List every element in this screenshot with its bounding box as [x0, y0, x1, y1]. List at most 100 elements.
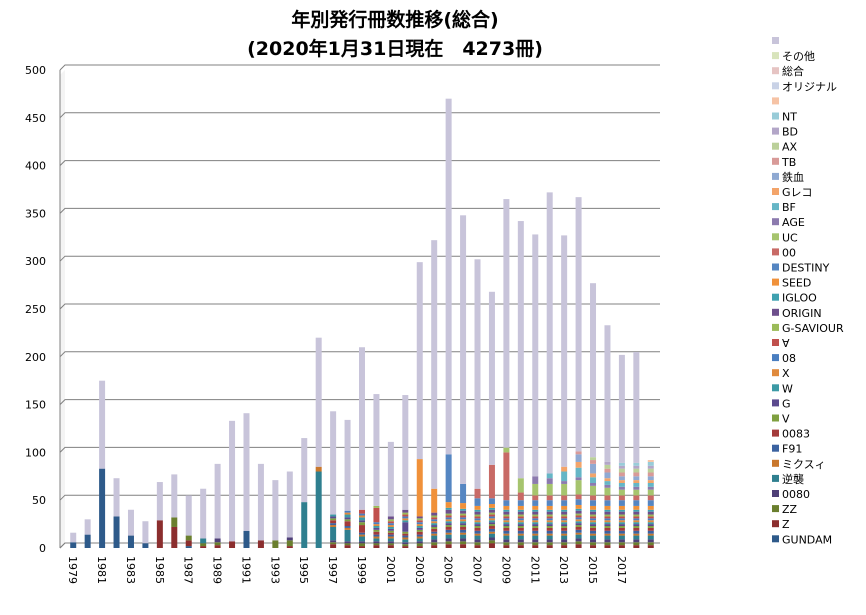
bar-segment	[633, 480, 640, 483]
bar-segment	[488, 528, 495, 532]
bar-segment	[561, 542, 568, 546]
bar-segment	[474, 527, 481, 531]
bar-segment	[647, 486, 654, 490]
bar-segment	[387, 532, 394, 535]
bar-segment	[604, 514, 611, 517]
bar-segment	[575, 526, 582, 530]
bar-segment	[647, 511, 654, 515]
bar-segment	[647, 460, 654, 462]
bar-segment	[517, 535, 524, 540]
legend-swatch	[772, 263, 779, 271]
bar-segment-remainder	[604, 325, 611, 462]
legend-swatch	[772, 97, 779, 105]
x-tick-label: 2017	[615, 556, 628, 584]
bar-segment	[575, 532, 582, 535]
bar-segment-remainder	[532, 234, 539, 477]
bar-segment	[618, 520, 625, 523]
bar-segment	[373, 522, 380, 525]
bar-segment	[387, 516, 394, 520]
bar-segment	[474, 530, 481, 534]
bar-segment	[488, 537, 495, 541]
bar-segment	[575, 513, 582, 516]
legend-label: X	[782, 367, 790, 380]
bar-segment-remainder	[171, 474, 178, 518]
legend-swatch	[772, 474, 779, 482]
bar-segment	[590, 473, 597, 478]
bar-segment	[445, 507, 452, 510]
chart-subtitle: (2020年1月31日現在 4273冊)	[247, 37, 543, 60]
legend-swatch	[772, 172, 779, 180]
bar-segment	[200, 546, 207, 548]
bar-segment	[633, 472, 640, 477]
bar-segment	[402, 535, 409, 538]
bar-segment	[618, 486, 625, 490]
bar-segment	[590, 463, 597, 474]
bar-segment	[546, 516, 553, 519]
bar-segment	[185, 546, 192, 548]
bar-segment	[387, 523, 394, 526]
bar-segment	[402, 539, 409, 543]
bar-segment	[460, 534, 467, 539]
legend-swatch	[772, 203, 779, 211]
bar-segment	[344, 512, 351, 515]
legend-label: G	[782, 397, 791, 410]
bar-segment	[575, 477, 582, 481]
bar-segment	[647, 465, 654, 469]
x-tick-label: 2013	[557, 556, 570, 584]
bar-segment	[647, 518, 654, 521]
y-tick-label: 450	[25, 112, 46, 125]
legend-label: AX	[782, 141, 798, 154]
bar-segment	[517, 520, 524, 523]
bar-segment	[387, 519, 394, 522]
bar-segment	[604, 522, 611, 525]
bar-segment	[532, 514, 539, 517]
bar-segment	[604, 524, 611, 527]
bar-segment	[445, 521, 452, 524]
bar-segment	[561, 522, 568, 525]
bar-segment	[561, 526, 568, 528]
bar-segment	[460, 526, 467, 530]
bar-segment	[647, 535, 654, 540]
bar-segment	[575, 544, 582, 548]
bar-segment	[330, 516, 337, 519]
bar-segment	[633, 533, 640, 536]
bar-segment	[243, 530, 250, 548]
bar-segment	[604, 468, 611, 473]
bar-segment	[460, 538, 467, 542]
legend-label: 00	[782, 246, 796, 259]
bar-segment	[344, 527, 351, 530]
legend-swatch	[772, 535, 779, 543]
bar-segment	[431, 531, 438, 534]
bar-segment	[460, 541, 467, 545]
legend-label: TB	[781, 156, 796, 169]
bar-segment	[460, 510, 467, 514]
bar-segment	[214, 538, 221, 543]
bar-segment	[561, 545, 568, 548]
bar-segment	[561, 520, 568, 523]
y-tick-label: 100	[25, 446, 46, 459]
bar-segment	[272, 540, 279, 548]
bar-segment	[590, 522, 597, 525]
gridline	[59, 303, 660, 310]
bar-segment	[546, 533, 553, 536]
bar-segment	[575, 519, 582, 522]
bar-segment	[575, 499, 582, 505]
bar-segment	[460, 515, 467, 518]
bar-segment	[488, 524, 495, 527]
bar-segment	[618, 511, 625, 515]
bar-segment	[590, 518, 597, 521]
bar-segment	[503, 500, 510, 506]
bar-segment	[575, 467, 582, 478]
bar-segment	[488, 464, 495, 499]
bar-segment	[344, 514, 351, 518]
bar-segment	[647, 527, 654, 531]
bar-segment	[431, 528, 438, 532]
bar-segment	[517, 509, 524, 512]
bar-segment	[344, 517, 351, 520]
legend-swatch	[772, 323, 779, 331]
legend-swatch	[772, 37, 779, 44]
bar-segment	[445, 532, 452, 535]
x-tick-label: 1983	[124, 556, 137, 584]
bar-segment	[604, 516, 611, 519]
bar-segment	[387, 545, 394, 548]
